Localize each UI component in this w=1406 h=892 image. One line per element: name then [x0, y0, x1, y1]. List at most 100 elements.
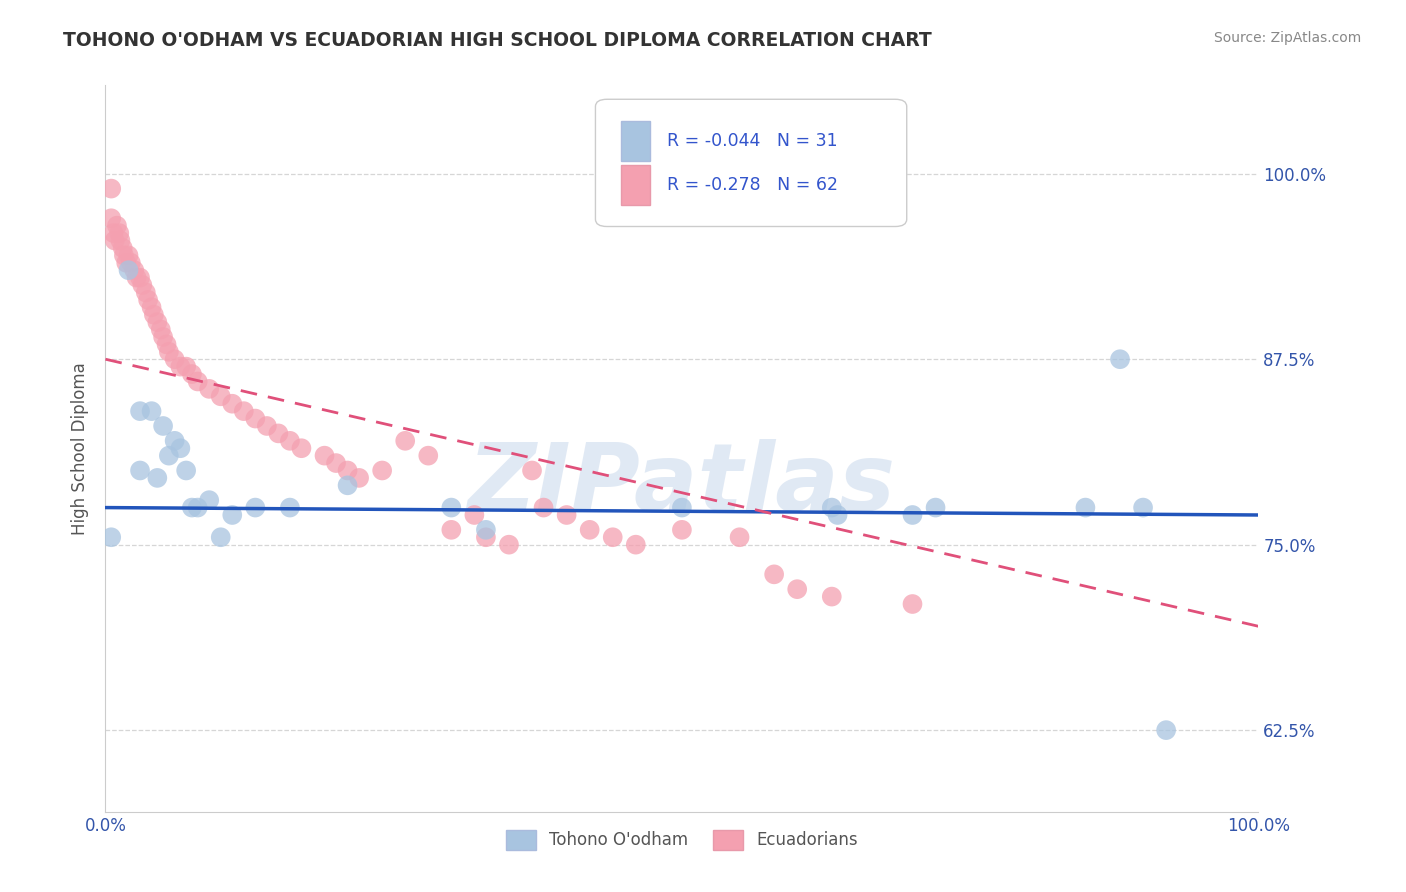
Point [245, 500, 267, 515]
Point [163, 434, 186, 448]
Point [142, 308, 165, 322]
Point [821, 500, 844, 515]
Point [110, 234, 132, 248]
Point [475, 530, 498, 544]
Point [152, 330, 174, 344]
Point [728, 530, 751, 544]
Point [221, 508, 243, 522]
Text: TOHONO O'ODHAM VS ECUADORIAN HIGH SCHOOL DIPLOMA CORRELATION CHART: TOHONO O'ODHAM VS ECUADORIAN HIGH SCHOOL… [63, 31, 932, 50]
Point [129, 463, 152, 477]
Point [418, 449, 440, 463]
Point [117, 248, 139, 262]
Point [198, 382, 221, 396]
Point [115, 256, 138, 270]
Point [108, 226, 131, 240]
Point [124, 263, 146, 277]
Point [256, 419, 278, 434]
Point [125, 270, 148, 285]
Point [100, 181, 122, 195]
Point [336, 478, 359, 492]
Point [821, 590, 844, 604]
FancyBboxPatch shape [621, 121, 650, 161]
Point [174, 463, 197, 477]
Point [169, 442, 191, 456]
Point [394, 434, 416, 448]
Text: R = -0.278   N = 62: R = -0.278 N = 62 [666, 176, 838, 194]
Point [180, 500, 204, 515]
Point [520, 463, 543, 477]
Point [463, 508, 485, 522]
Point [152, 419, 174, 434]
Point [671, 523, 693, 537]
Point [901, 508, 924, 522]
Point [129, 270, 152, 285]
Point [232, 404, 254, 418]
Point [136, 293, 159, 307]
Point [117, 263, 139, 277]
Point [163, 352, 186, 367]
Point [155, 337, 177, 351]
Point [131, 278, 153, 293]
Point [1074, 500, 1097, 515]
FancyBboxPatch shape [596, 99, 907, 227]
Point [209, 530, 232, 544]
Point [924, 500, 946, 515]
Point [763, 567, 786, 582]
Text: ZIPatlas: ZIPatlas [468, 439, 896, 531]
Point [325, 456, 347, 470]
Point [555, 508, 578, 522]
Point [104, 234, 127, 248]
Point [157, 344, 180, 359]
Point [105, 219, 128, 233]
Point [129, 404, 152, 418]
Point [336, 463, 359, 477]
Point [1154, 723, 1177, 738]
Point [100, 530, 122, 544]
Point [1109, 352, 1132, 367]
Point [786, 582, 808, 597]
Point [827, 508, 849, 522]
Point [533, 500, 555, 515]
Y-axis label: High School Diploma: High School Diploma [70, 362, 89, 534]
Point [187, 500, 209, 515]
Point [198, 493, 221, 508]
Point [498, 538, 520, 552]
Point [578, 523, 600, 537]
Point [221, 397, 243, 411]
Point [174, 359, 197, 374]
Point [347, 471, 370, 485]
Point [146, 315, 169, 329]
Point [440, 500, 463, 515]
Point [290, 442, 312, 456]
Point [180, 367, 204, 381]
Point [209, 389, 232, 403]
Text: R = -0.044   N = 31: R = -0.044 N = 31 [666, 132, 838, 151]
Point [475, 523, 498, 537]
Point [141, 300, 163, 314]
Point [169, 359, 191, 374]
Point [671, 500, 693, 515]
Point [314, 449, 336, 463]
Text: Source: ZipAtlas.com: Source: ZipAtlas.com [1213, 31, 1361, 45]
Point [120, 256, 142, 270]
Point [602, 530, 624, 544]
Point [146, 471, 169, 485]
Point [624, 538, 647, 552]
Point [440, 523, 463, 537]
Point [100, 211, 122, 226]
Point [278, 500, 301, 515]
Point [103, 226, 125, 240]
Legend: Tohono O'odham, Ecuadorians: Tohono O'odham, Ecuadorians [498, 822, 866, 858]
Point [157, 449, 180, 463]
Point [1132, 500, 1154, 515]
Point [149, 322, 172, 336]
Point [245, 411, 267, 425]
Point [278, 434, 301, 448]
Point [187, 375, 209, 389]
Point [141, 404, 163, 418]
Point [111, 241, 134, 255]
Point [135, 285, 157, 300]
FancyBboxPatch shape [621, 165, 650, 205]
Point [901, 597, 924, 611]
Point [371, 463, 394, 477]
